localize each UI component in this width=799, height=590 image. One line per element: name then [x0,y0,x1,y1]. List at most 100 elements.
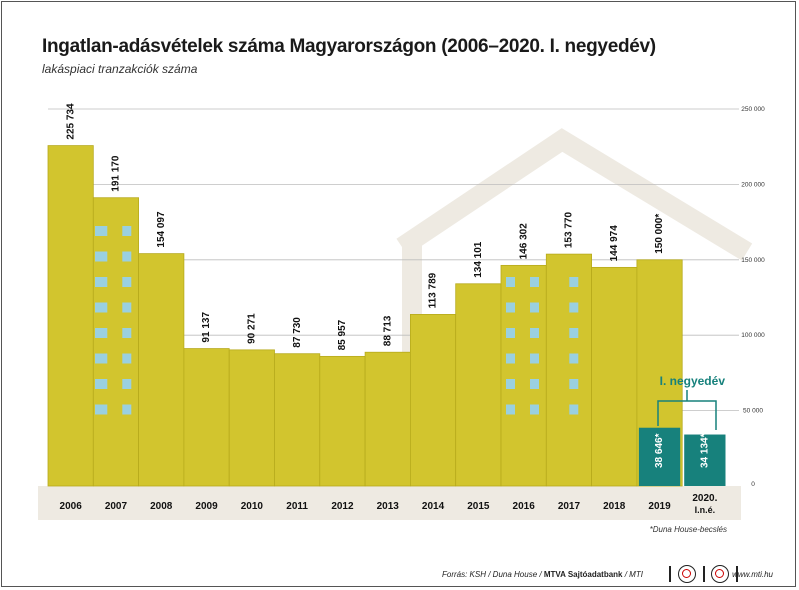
bar-2014 [409,314,457,487]
window-icon [98,328,108,338]
bar-2013 [364,351,411,487]
data-label-2009: 91 137 [201,312,212,343]
x-tick-label: 2014 [422,501,445,512]
separator [669,566,671,582]
quarter-bar-2020. I.n.é. [684,434,726,486]
x-axis-band-rect [38,486,741,520]
data-label-2017: 153 770 [564,212,575,249]
window-icon [122,379,132,389]
x-tick-label: 2017 [558,501,581,512]
window-icon [506,353,515,364]
window-icon [122,302,132,313]
y-tick-labels: 0 50 000 100 000 150 000 200 000 250 000 [741,106,765,488]
window-icon [98,277,108,287]
window-icon [506,379,515,389]
y-tick-label: 150 000 [741,257,765,264]
window-icon [506,328,515,338]
window-icon [122,328,132,338]
window-icon [122,353,132,364]
window-icon [98,379,108,389]
window-icon [530,353,539,364]
source-prefix: Forrás: KSH / Duna House / [442,570,544,579]
x-tick-label: 2007 [105,501,128,512]
quarter-bars [638,427,726,486]
x-tick-label: 2010 [241,501,264,512]
window-icon [122,251,132,262]
x-tick-label: 2016 [513,501,536,512]
window-icon [530,379,539,389]
window-icon [530,404,539,415]
x-tick-label: 2020. [692,493,717,504]
footnote: *Duna House-becslés [649,525,727,534]
bar-2012 [319,355,366,487]
x-tick-label: 2015 [467,501,490,512]
bars [47,145,683,487]
mti-logo-icon [711,565,729,583]
source-bold: MTVA Sajtóadatbank [543,570,623,579]
x-tick-labels: 2006 2007 2008 2009 2010 2011 2012 2013 2014 2015… [60,493,718,515]
window-icon [569,328,579,338]
data-label-2015: 134 101 [473,241,484,278]
data-label-2013: 88 713 [382,315,393,346]
x-axis-band [38,486,741,520]
callout-label: I. negyedév [660,374,726,388]
x-tick-label: 2012 [331,501,354,512]
chart-title: Ingatlan-adásvételek száma Magyarországo… [42,36,656,57]
data-label-2016: 146 302 [518,223,529,260]
quarter-bar-2019 [638,427,681,486]
house-roof-shape [396,128,753,261]
bar-2007 [92,197,140,487]
bar-2017 [545,253,592,487]
x-tick-label-line2: I.n.é. [695,505,716,515]
data-label-2018: 144 974 [609,225,620,262]
data-label-2011: 87 730 [292,317,303,348]
x-tick-label: 2006 [60,501,83,512]
data-label-2019: 150 000* [654,214,665,254]
window-icon [569,302,579,313]
y-tick-label: 0 [751,481,755,488]
y-tick-label: 100 000 [741,332,765,339]
source-suffix: / MTI [622,570,643,579]
chart-subtitle: lakáspiaci tranzakciók száma [42,62,198,76]
window-icon [122,277,132,287]
window-icon [98,404,108,415]
bar-2010 [228,349,275,487]
quarter-label-2019: 38 646* [654,433,665,468]
window-icon [122,404,132,415]
y-tick-label: 200 000 [741,181,765,188]
window-icon [530,328,539,338]
window-icon [569,379,579,389]
x-tick-label: 2008 [150,501,173,512]
window-icon [122,226,132,236]
window-icon [569,277,579,287]
quarter-callout: I. negyedév [657,374,726,430]
window-icon [98,353,108,364]
quarter-label-2020. I.n.é.: 34 134* [699,433,710,468]
bar-2011 [274,353,321,487]
window-icon [506,302,515,313]
website-link[interactable]: www.mti.hu [732,570,773,579]
window-icon [530,302,539,313]
data-label-2007: 191 170 [111,155,122,192]
separator [703,566,705,582]
x-tick-label: 2018 [603,501,626,512]
bar-2008 [138,253,185,487]
data-label-2008: 154 097 [156,211,167,248]
y-tick-label: 250 000 [741,106,765,113]
bar-2016 [500,264,547,487]
bar-2015 [455,283,502,487]
window-icon [506,277,515,287]
building-windows-decoration [95,226,579,415]
bar-2018 [591,266,638,487]
y-tick-label: 50 000 [743,408,763,415]
window-icon [530,277,539,287]
data-labels: 38 646* 34 134* 225 734 191 170 154 097 91 13… [65,103,710,468]
source-credit: Forrás: KSH / Duna House / MTVA Sajtóada… [442,570,643,579]
mtva-logo-icon [678,565,696,583]
bar-2009 [183,348,230,487]
separator [736,566,738,582]
data-label-2014: 113 789 [428,272,439,308]
bar-2006 [47,145,94,487]
x-tick-label: 2013 [377,501,400,512]
